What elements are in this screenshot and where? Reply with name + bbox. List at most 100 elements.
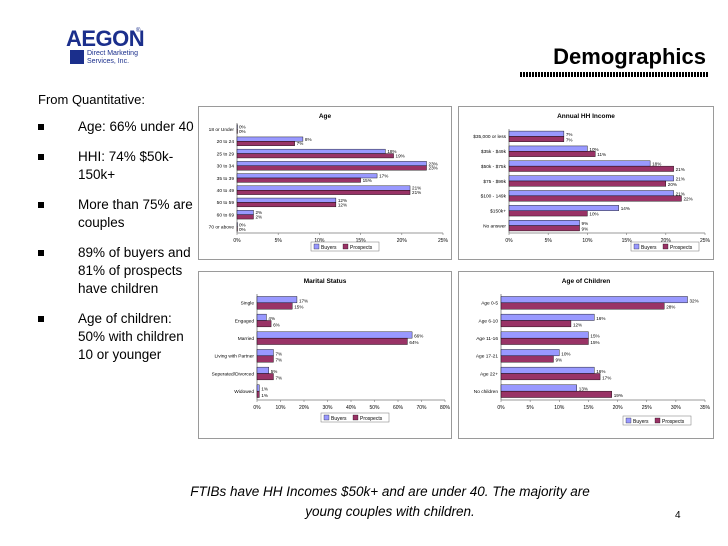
buyers-data-label: 2% <box>255 210 262 215</box>
category-label: Age 6-10 <box>479 318 499 324</box>
prospects-data-label: 7% <box>275 358 282 363</box>
title-underline <box>520 72 708 77</box>
x-tick-label: 10% <box>314 238 325 244</box>
x-tick-label: 25% <box>642 405 653 411</box>
buyers-bar <box>256 296 298 304</box>
x-tick-label: 25% <box>438 238 449 244</box>
buyers-bar <box>508 190 674 197</box>
x-tick-label: 15% <box>622 238 633 244</box>
prospects-bar <box>500 302 665 310</box>
buyers-legend-swatch <box>323 414 330 421</box>
buyers-bar <box>236 173 378 179</box>
company-logo: AEGON ® Direct Marketing Services, Inc. <box>60 26 170 70</box>
buyers-data-label: 5% <box>271 369 278 374</box>
bullet-text: Age: 66% under 40 <box>78 119 194 134</box>
category-label: 70 or above <box>209 225 235 231</box>
prospects-legend-swatch <box>654 417 661 424</box>
prospects-data-label: 7% <box>275 375 282 380</box>
x-tick-label: 0% <box>497 405 505 411</box>
x-tick-label: 0% <box>253 405 261 411</box>
buyers-legend-swatch <box>625 417 632 424</box>
buyers-bar <box>500 366 595 374</box>
prospects-legend-swatch <box>352 414 359 421</box>
age-chart: Age 0% 5% 10% 15% 20% 25% 18 or Under 0% 0% 20 to … <box>198 106 452 260</box>
children-age-chart-svg: Age of Children 0% 5% 10% 15% 20% 25% 30% 35% Age… <box>474 278 711 426</box>
prospects-legend-label: Prospects <box>360 416 383 422</box>
prospects-data-label: 19% <box>396 153 405 158</box>
prospects-bar <box>508 195 682 202</box>
x-tick-label: 20% <box>397 238 408 244</box>
intro-text: From Quantitative: <box>38 92 145 107</box>
chart-legend: Buyers Prospects <box>622 415 692 426</box>
prospects-legend-swatch <box>342 243 349 250</box>
buyers-bar <box>508 205 619 211</box>
prospects-data-label: 1% <box>261 393 268 398</box>
prospects-bar <box>236 226 238 232</box>
prospects-bar <box>236 190 411 195</box>
buyers-legend-label: Buyers <box>321 245 337 251</box>
category-label: $35,000 or less <box>473 134 506 140</box>
prospects-data-label: 15% <box>590 340 599 345</box>
prospects-data-label: 12% <box>573 322 582 327</box>
bullet-item: 89% of buyers and 81% of prospects have … <box>38 244 198 298</box>
prospects-data-label: 9% <box>582 226 589 231</box>
buyers-legend-label: Buyers <box>331 416 347 422</box>
category-label: No children <box>474 389 499 395</box>
buyers-bar <box>508 145 588 152</box>
prospects-data-label: 21% <box>676 167 685 172</box>
prospects-bar <box>256 302 293 310</box>
buyers-bar <box>236 136 304 142</box>
x-tick-label: 70% <box>416 405 427 411</box>
buyers-data-label: 12% <box>338 198 347 203</box>
buyers-bar <box>256 384 260 392</box>
buyers-data-label: 16% <box>596 369 605 374</box>
x-tick-label: 30% <box>322 405 333 411</box>
prospects-bar <box>256 355 274 363</box>
buyers-bar <box>500 349 560 357</box>
slide-title: Demographics <box>553 44 706 69</box>
bullet-icon <box>38 316 44 322</box>
category-label: Age 11-16 <box>476 336 498 342</box>
bullet-text: More than 75% are couples <box>78 197 193 230</box>
bullet-icon <box>38 154 44 160</box>
chart-title: Age of Children <box>562 278 610 285</box>
buyers-data-label: 18% <box>652 162 661 167</box>
x-tick-label: 10% <box>554 405 565 411</box>
prospects-data-label: 11% <box>597 152 606 157</box>
buyers-bar <box>500 384 577 392</box>
prospects-data-label: 28% <box>666 305 675 310</box>
prospects-bar <box>236 165 427 171</box>
prospects-data-label: 12% <box>338 202 347 207</box>
x-tick-label: 25% <box>700 238 711 244</box>
prospects-bar <box>256 320 272 328</box>
category-label: Single <box>241 301 255 307</box>
buyers-data-label: 21% <box>676 177 685 182</box>
category-label: 20 to 24 <box>217 139 235 145</box>
bullet-item: Age: 66% under 40 <box>38 118 198 136</box>
prospects-bar <box>508 136 565 142</box>
buyers-data-label: 9% <box>582 221 589 226</box>
buyers-legend-swatch <box>313 243 320 250</box>
chart-title: Marital Status <box>304 278 347 285</box>
category-label: $35k - $49k <box>481 149 507 155</box>
chart-title: Age <box>319 113 332 120</box>
buyers-bar <box>508 175 674 182</box>
buyers-bar <box>500 296 688 304</box>
category-label: Living with Partner <box>215 354 255 360</box>
x-tick-label: 20% <box>299 405 310 411</box>
prospects-bar <box>256 390 260 398</box>
bullet-list: Age: 66% under 40 HHI: 74% $50k-150k+ Mo… <box>38 118 198 376</box>
logo-subtitle-line-1: Direct Marketing <box>87 50 138 57</box>
prospects-data-label: 15% <box>294 305 303 310</box>
prospects-data-label: 6% <box>273 322 280 327</box>
buyers-bar <box>508 220 580 226</box>
category-label: Age 0-5 <box>481 301 498 307</box>
prospects-bar <box>500 337 589 345</box>
prospects-legend-swatch <box>662 243 669 250</box>
prospects-bar <box>236 128 238 134</box>
income-chart: Annual HH Income 0% 5% 10% 15% 20% 25% $35,000 … <box>458 106 714 260</box>
category-label: $50k - $75k <box>481 164 507 170</box>
buyers-data-label: 21% <box>412 186 421 191</box>
prospects-data-label: 19% <box>614 393 623 398</box>
